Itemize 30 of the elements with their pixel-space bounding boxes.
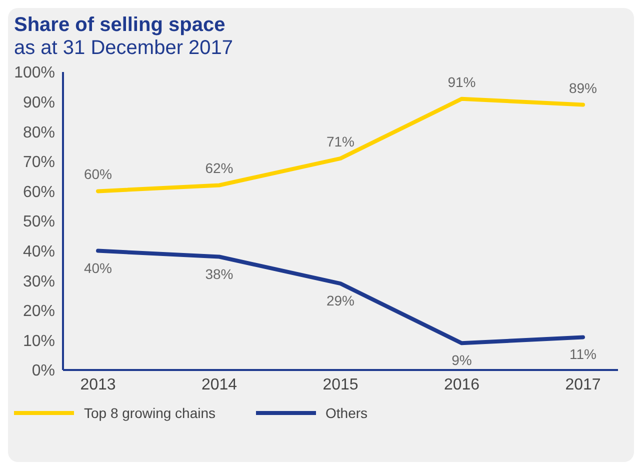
x-tick-label: 2015 xyxy=(322,376,358,394)
y-tick-label: 60% xyxy=(22,184,55,201)
data-label: 89% xyxy=(568,80,598,96)
x-tick-label: 2016 xyxy=(444,376,480,394)
y-tick-label: 100% xyxy=(14,64,55,82)
y-tick-label: 10% xyxy=(22,332,55,350)
x-tick-label: 2013 xyxy=(80,376,116,394)
y-tick-label: 90% xyxy=(22,94,55,112)
data-label: 71% xyxy=(326,133,355,150)
y-tick-label: 80% xyxy=(22,124,55,142)
data-label: 62% xyxy=(205,160,234,176)
y-tick-label: 0% xyxy=(32,362,55,380)
legend-label: Top 8 growing chains xyxy=(84,405,216,421)
y-tick-label: 30% xyxy=(22,273,55,290)
y-tick-label: 20% xyxy=(22,303,55,320)
x-tick-label: 2017 xyxy=(565,376,601,394)
chart-title: Share of selling space xyxy=(14,14,226,37)
data-label: 9% xyxy=(452,352,472,368)
data-label: 40% xyxy=(84,260,112,276)
legend-label: Others xyxy=(326,405,368,421)
data-label: 60% xyxy=(84,166,112,182)
data-label: 11% xyxy=(570,346,596,362)
data-label: 91% xyxy=(448,74,476,90)
data-label: 38% xyxy=(205,266,234,282)
chart-subtitle: as at 31 December 2017 xyxy=(14,37,234,60)
y-tick-label: 50% xyxy=(22,214,55,231)
y-tick-label: 70% xyxy=(22,154,55,172)
y-tick-label: 40% xyxy=(22,243,55,260)
x-tick-label: 2014 xyxy=(201,376,238,394)
data-label: 29% xyxy=(326,292,355,309)
